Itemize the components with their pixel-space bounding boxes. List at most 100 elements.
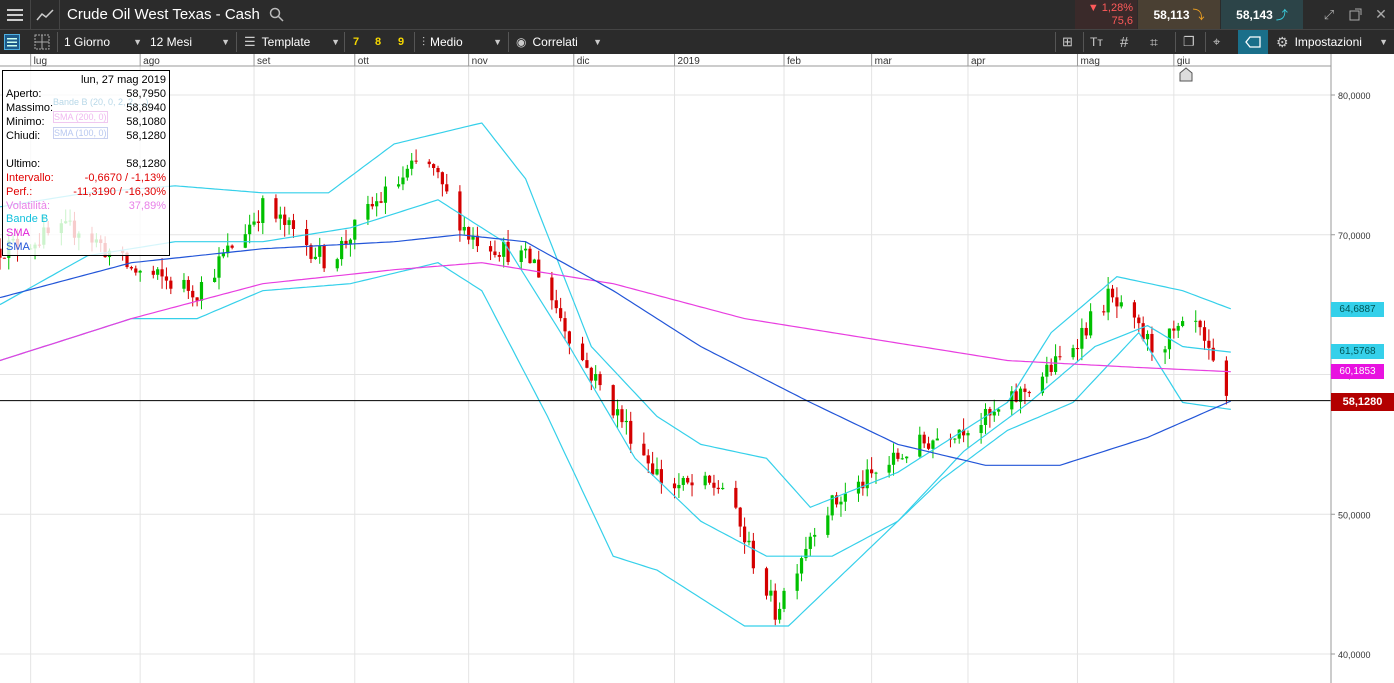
candle-body xyxy=(432,164,436,169)
grid-view-icon[interactable] xyxy=(34,30,50,54)
expand-icon[interactable]: ⤢ xyxy=(1323,6,1335,22)
candle-body xyxy=(1163,349,1167,353)
candle-body xyxy=(642,443,646,456)
candle-body xyxy=(353,219,357,240)
tag-icon[interactable] xyxy=(1238,30,1268,54)
candle-body xyxy=(160,269,164,277)
bollinger-lower-line xyxy=(0,262,1231,627)
candle-body xyxy=(782,590,786,609)
candle-body xyxy=(164,276,169,281)
month-label: giu xyxy=(1177,56,1190,67)
candle-body xyxy=(905,456,909,459)
candle-body xyxy=(751,540,755,569)
preset-8-button[interactable]: 8 xyxy=(375,36,382,48)
month-label: set xyxy=(257,56,271,67)
event-marker-icon[interactable] xyxy=(1179,67,1193,82)
candle-body xyxy=(813,534,817,537)
indicator-tag-sma200[interactable]: SMA (200, 0) xyxy=(53,111,108,123)
chevron-down-icon: ▼ xyxy=(133,37,142,47)
candle-body xyxy=(861,481,865,489)
candle-body xyxy=(348,239,352,245)
preset-9-button[interactable]: 9 xyxy=(398,36,405,48)
sell-price-button[interactable]: 58,113 ⤵ xyxy=(1138,0,1220,29)
preset-7-button[interactable]: 7 xyxy=(353,36,360,48)
search-icon[interactable] xyxy=(266,0,286,29)
candle-body xyxy=(1040,376,1045,394)
candle-body xyxy=(291,220,296,229)
legend-sma100: SMA xyxy=(6,241,166,254)
candle-body xyxy=(830,495,834,516)
candle-body xyxy=(532,259,536,264)
candle-body xyxy=(659,469,663,484)
candle-body xyxy=(519,250,523,263)
candle-body xyxy=(156,269,160,275)
range-dropdown[interactable]: 12 Mesi ▼ xyxy=(150,30,230,54)
settings-button[interactable]: ⚙ Impostazioni ▼ xyxy=(1276,30,1388,54)
candle-body xyxy=(681,477,685,485)
chart-style-dropdown[interactable]: ⫶ Medio ▼ xyxy=(422,30,502,54)
candle-body xyxy=(313,256,317,259)
candle-body xyxy=(935,438,939,441)
text-size-icon[interactable]: Tᴛ xyxy=(1090,35,1103,49)
candle-body xyxy=(471,235,475,240)
template-dropdown[interactable]: ☰ Template ▼ xyxy=(244,30,340,54)
layers-icon[interactable]: ❐ xyxy=(1183,34,1195,49)
list-view-icon[interactable] xyxy=(4,30,20,54)
candle-body xyxy=(305,228,309,246)
candle-body xyxy=(1053,356,1058,372)
last-price-label: 58,1280 xyxy=(1331,393,1394,411)
candle-body xyxy=(1172,328,1176,331)
close-icon[interactable]: ✕ xyxy=(1375,6,1387,22)
instrument-title[interactable]: Crude Oil West Texas - Cash xyxy=(67,6,260,23)
month-label: dic xyxy=(577,56,590,67)
candle-body xyxy=(410,160,414,169)
related-dropdown[interactable]: ◉ Correlati ▼ xyxy=(516,30,602,54)
candle-body xyxy=(1027,391,1031,394)
candle-body xyxy=(537,259,541,278)
candle-body xyxy=(918,434,922,457)
crosshair-icon[interactable]: ⌖ xyxy=(1213,34,1221,49)
info-row-value: 58,8940 xyxy=(126,102,166,114)
candle-body xyxy=(1018,388,1023,402)
candle-body xyxy=(458,191,462,231)
candle-body xyxy=(716,487,720,490)
crosshair-grid-icon[interactable]: # xyxy=(1120,33,1129,51)
candle-body xyxy=(1202,327,1207,341)
candle-body xyxy=(436,168,440,173)
sma100-line xyxy=(0,234,1232,466)
menu-icon[interactable] xyxy=(0,0,31,29)
bollinger-upper-label: 64,6887 xyxy=(1331,302,1384,317)
candle-body xyxy=(1110,288,1115,298)
candle-body xyxy=(1119,302,1123,307)
fibonacci-icon[interactable]: ⌗ xyxy=(1150,33,1158,50)
candle-body xyxy=(795,573,799,591)
candle-body xyxy=(773,590,777,620)
candle-body xyxy=(865,469,869,489)
sma200-label: 60,1853 xyxy=(1331,364,1384,379)
candle-body xyxy=(1224,360,1228,396)
chart-type-icon[interactable] xyxy=(31,0,60,29)
info-row: Aperto: 58,7950 xyxy=(6,88,166,101)
candle-body xyxy=(550,277,554,301)
popout-icon[interactable] xyxy=(1342,0,1368,29)
candle-body xyxy=(1049,364,1053,372)
candle-body xyxy=(1084,327,1088,336)
chart-area[interactable]: lug ago set ott nov dic 2019 feb mar apr mag giu 80… xyxy=(0,54,1394,683)
candle-body xyxy=(1058,356,1062,358)
candle-body xyxy=(375,201,379,207)
interval-label: 1 Giorno xyxy=(64,35,111,49)
interval-dropdown[interactable]: 1 Giorno ▼ xyxy=(64,30,142,54)
indicator-tag-sma100[interactable]: SMA (100, 0) xyxy=(53,127,108,139)
buy-price-button[interactable]: 58,143 ⤴ xyxy=(1221,0,1303,29)
price-chart[interactable]: lug ago set ott nov dic 2019 feb mar apr mag giu 80… xyxy=(0,54,1394,683)
candle-body xyxy=(703,475,707,486)
candle-body xyxy=(467,226,471,240)
indicator-tag-bollinger[interactable]: Bande B (20, 0, 2, 2, ...) xyxy=(53,97,149,107)
gear-icon: ⚙ xyxy=(1276,33,1289,50)
candle-body xyxy=(979,425,983,434)
info-row: Chiudi: 58,1280 xyxy=(6,130,166,143)
candle-body xyxy=(230,245,234,248)
drawing-tools-icon[interactable]: ⊞ xyxy=(1062,34,1073,49)
candle-body xyxy=(624,420,628,423)
chevron-down-icon: ▼ xyxy=(221,37,230,47)
